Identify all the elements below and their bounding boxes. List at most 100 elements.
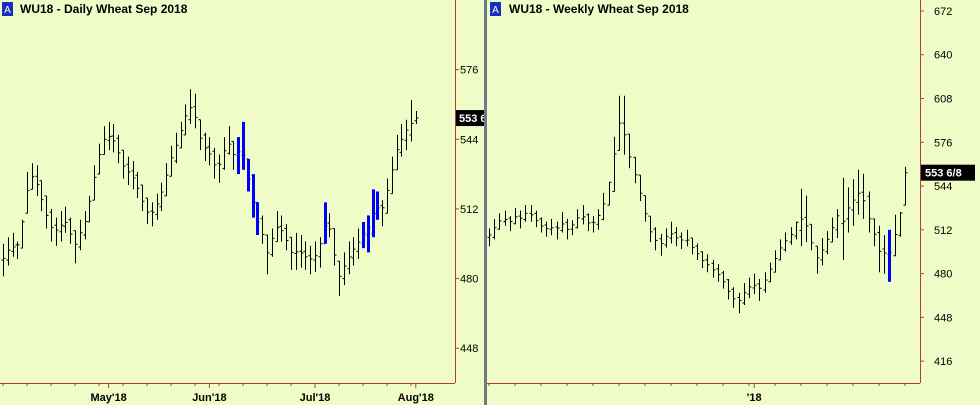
weekly-last-price-tag: 553 6/8 (921, 164, 975, 181)
price-bar (140, 184, 145, 212)
price-bar (150, 202, 155, 227)
price-bar (303, 241, 308, 270)
highlight-price-bar (246, 158, 251, 192)
price-bar (169, 145, 174, 177)
price-bar (523, 205, 528, 222)
price-bar (544, 221, 549, 237)
price-bar (534, 210, 539, 228)
price-bar (54, 217, 59, 246)
price-bar (773, 250, 778, 273)
price-bar (711, 259, 716, 278)
price-bar (327, 213, 332, 238)
y-tick-label: 576 (460, 65, 478, 77)
price-bar (518, 210, 523, 229)
price-bar (59, 211, 64, 242)
price-bar (617, 95, 622, 151)
highlight-price-bar (366, 215, 371, 253)
weekly-panel-marker-label: A (492, 5, 499, 16)
price-bar (555, 221, 560, 240)
price-bar (586, 213, 591, 232)
price-bar (308, 245, 313, 275)
price-bar (164, 163, 169, 197)
price-bar (835, 209, 840, 239)
price-bar (395, 134, 400, 171)
price-bar (591, 216, 596, 233)
daily-x-axis: May'18 Jun'18 Jul'18 Aug'18 (2, 383, 434, 404)
price-bar (560, 212, 565, 233)
price-bar (198, 119, 203, 151)
panel-separator[interactable] (484, 0, 487, 405)
price-bar (25, 171, 30, 214)
price-bar (742, 283, 747, 306)
price-bar (659, 233, 664, 256)
daily-panel-marker[interactable] (2, 2, 13, 16)
price-bar (155, 193, 160, 220)
price-bar (116, 134, 121, 164)
price-bar (581, 205, 586, 225)
price-bar (260, 215, 265, 244)
price-bar (20, 219, 25, 249)
price-bar (721, 270, 726, 289)
price-bar (1, 243, 6, 277)
price-bar (685, 229, 690, 247)
price-bar (716, 263, 721, 282)
price-bar (409, 100, 414, 142)
price-bar (414, 110, 419, 125)
price-bar (404, 119, 409, 151)
price-bar (503, 210, 508, 226)
y-tick-label: 480 (934, 269, 952, 281)
price-bar (289, 236, 294, 270)
price-bar (63, 206, 68, 233)
price-bar (356, 228, 361, 259)
x-tick-label: Jul'18 (300, 392, 331, 404)
price-bar (570, 220, 575, 236)
y-tick-label: 448 (460, 343, 478, 355)
weekly-last-price-tag-bg (921, 164, 975, 181)
daily-panel-marker-label: A (4, 5, 11, 16)
highlight-price-bar (236, 137, 241, 175)
price-bar (695, 243, 700, 260)
price-bar (492, 218, 497, 240)
daily-last-price-tag-bg (456, 110, 484, 127)
x-tick-label: Jun'18 (192, 392, 226, 404)
price-bar (294, 232, 299, 270)
price-bar (778, 239, 783, 261)
y-tick-label: 416 (934, 356, 952, 368)
y-tick-label: 544 (460, 134, 478, 146)
price-bar (107, 121, 112, 151)
price-bar (203, 132, 208, 162)
daily-last-price-tag: 553 6 (456, 110, 487, 127)
price-bar (669, 221, 674, 244)
price-bar (87, 195, 92, 223)
price-bar (846, 187, 851, 233)
price-bar (35, 165, 40, 196)
price-bar (726, 279, 731, 300)
price-bar (825, 231, 830, 255)
price-bar (804, 195, 809, 243)
price-bar (222, 137, 227, 170)
price-bar (830, 217, 835, 243)
price-bar (841, 177, 846, 260)
price-bar (487, 228, 492, 247)
price-bar (111, 124, 116, 153)
price-bar (882, 235, 887, 274)
price-bar (179, 121, 184, 149)
price-bar (513, 207, 518, 225)
price-bar (565, 218, 570, 240)
weekly-plot-area (487, 0, 920, 383)
price-bar (207, 137, 212, 166)
price-bar (97, 143, 102, 175)
highlight-price-bar (361, 221, 366, 249)
price-bar (731, 287, 736, 308)
weekly-panel-marker[interactable] (490, 2, 501, 16)
price-bar (39, 180, 44, 212)
price-bar (347, 241, 352, 275)
price-bar (231, 140, 236, 170)
price-bar (508, 216, 513, 232)
price-bar (575, 209, 580, 229)
price-bar (815, 245, 820, 274)
price-bar (126, 156, 131, 185)
y-tick-label: 448 (934, 312, 952, 324)
